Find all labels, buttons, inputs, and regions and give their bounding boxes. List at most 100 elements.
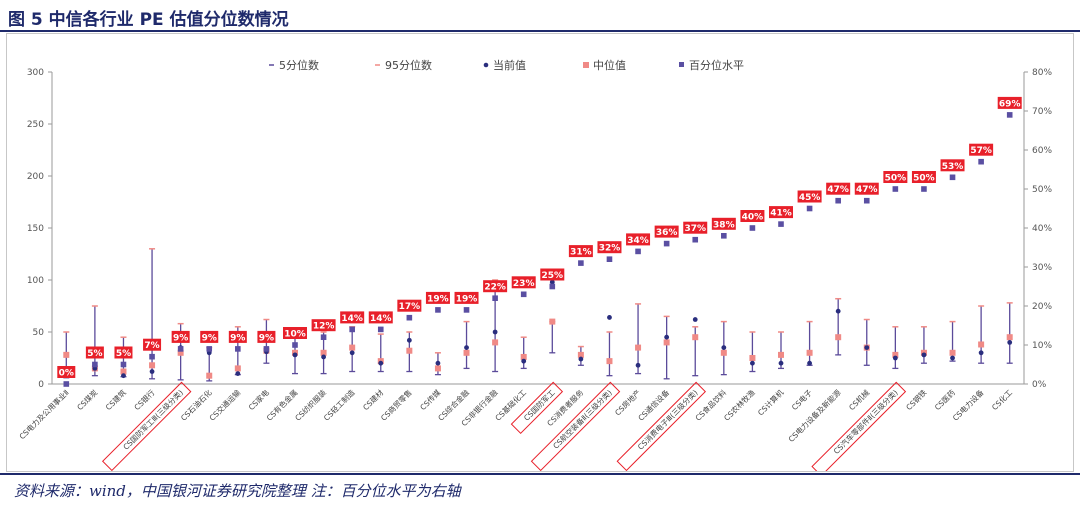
pct-label: 22% bbox=[484, 283, 506, 293]
median-mark bbox=[835, 334, 842, 341]
current-mark bbox=[321, 354, 326, 360]
pct-label: 45% bbox=[799, 193, 821, 203]
pct-label-bg bbox=[769, 206, 793, 219]
current-mark bbox=[978, 350, 984, 356]
legend-label: 5分位数 bbox=[279, 58, 319, 72]
category-label: CS商贸零售 bbox=[378, 387, 413, 422]
pct-label: 47% bbox=[856, 185, 878, 195]
category-label: CS轻工制造 bbox=[321, 387, 357, 423]
median-mark bbox=[806, 349, 813, 356]
legend-item: 当前值 bbox=[483, 58, 526, 72]
pct-label: 0% bbox=[59, 369, 74, 379]
pct-label-bg bbox=[143, 338, 162, 351]
pct-mark bbox=[892, 186, 899, 192]
current-mark bbox=[149, 369, 155, 374]
left-tick-label: 150 bbox=[27, 224, 44, 234]
category-label: CS交通运输 bbox=[207, 387, 243, 423]
pct-label: 9% bbox=[230, 333, 245, 343]
left-tick-label: 200 bbox=[27, 172, 44, 182]
pct-mark bbox=[663, 240, 670, 247]
current-mark bbox=[835, 308, 841, 314]
left-tick-label: 50 bbox=[33, 328, 45, 338]
pct-label: 9% bbox=[173, 333, 188, 343]
pct-mark bbox=[263, 346, 270, 352]
median-mark bbox=[692, 334, 699, 341]
legend-item: 百分位水平 bbox=[679, 58, 744, 72]
current-mark bbox=[950, 355, 955, 361]
current-mark bbox=[235, 371, 241, 376]
median-mark bbox=[492, 339, 499, 346]
pct-label-bg bbox=[797, 190, 822, 203]
pct-label: 14% bbox=[341, 314, 363, 324]
pct-label-bg bbox=[883, 171, 908, 183]
current-mark bbox=[807, 360, 812, 366]
pct-label-bg bbox=[597, 241, 622, 254]
pct-label: 37% bbox=[684, 224, 706, 234]
category-label: CS电力设备 bbox=[950, 387, 986, 423]
category-label: CS银行 bbox=[132, 387, 157, 412]
median-mark bbox=[406, 347, 413, 354]
pct-mark bbox=[949, 174, 956, 181]
pct-label: 53% bbox=[942, 162, 964, 172]
current-mark bbox=[549, 279, 555, 285]
pct-label-bg bbox=[57, 366, 76, 378]
pct-mark bbox=[377, 326, 384, 333]
pct-mark bbox=[292, 342, 298, 348]
median-mark bbox=[149, 362, 156, 369]
category-label: CS电子 bbox=[789, 387, 814, 412]
pct-label-bg bbox=[997, 96, 1022, 109]
current-mark bbox=[864, 345, 870, 350]
pct-mark bbox=[492, 295, 498, 301]
category-label: CS化工 bbox=[989, 387, 1014, 412]
pct-mark bbox=[320, 334, 327, 340]
pct-mark bbox=[606, 256, 613, 262]
category-label: CS传媒 bbox=[418, 387, 443, 412]
pct-label-bg bbox=[257, 330, 276, 343]
current-mark bbox=[121, 373, 126, 379]
pct-label: 17% bbox=[399, 302, 421, 312]
pct-mark bbox=[206, 346, 213, 352]
pct-label: 69% bbox=[999, 99, 1021, 109]
category-label: CS建材 bbox=[360, 387, 385, 412]
median-mark bbox=[206, 372, 213, 379]
pct-mark bbox=[578, 260, 584, 266]
category-label: CS家电 bbox=[246, 387, 271, 412]
left-tick-label: 250 bbox=[27, 120, 44, 130]
current-mark bbox=[664, 334, 670, 340]
pct-label-bg bbox=[826, 182, 851, 195]
pct-label-bg bbox=[969, 143, 994, 156]
pct-mark bbox=[978, 158, 984, 165]
source-note: 资料来源：wind，中国银河证券研究院整理 注：百分位水平为右轴 bbox=[14, 482, 461, 500]
current-mark bbox=[750, 360, 755, 366]
current-mark bbox=[607, 315, 612, 320]
pct-label: 10% bbox=[284, 330, 306, 340]
legend-label: 百分位水平 bbox=[689, 58, 744, 72]
category-label: CS煤炭 bbox=[75, 387, 100, 412]
category-label: CS房地产 bbox=[612, 387, 642, 417]
median-mark bbox=[549, 318, 556, 325]
pct-label: 25% bbox=[542, 271, 564, 281]
legend-marker-current bbox=[483, 62, 489, 68]
category-highlight-box bbox=[616, 381, 707, 472]
pct-label-bg bbox=[540, 268, 565, 281]
pct-mark bbox=[92, 361, 98, 368]
current-mark bbox=[1007, 340, 1013, 345]
pct-mark bbox=[778, 221, 784, 227]
pct-mark bbox=[435, 307, 441, 313]
right-tick-label: 10% bbox=[1032, 341, 1052, 351]
pct-mark bbox=[1006, 112, 1013, 118]
pct-label-bg bbox=[711, 217, 736, 230]
median-mark bbox=[320, 349, 327, 356]
right-tick-label: 40% bbox=[1032, 224, 1052, 234]
pct-label: 5% bbox=[116, 349, 131, 359]
legend-label: 95分位数 bbox=[385, 58, 432, 72]
pct-mark bbox=[749, 225, 756, 231]
pct-label: 36% bbox=[656, 228, 678, 238]
current-mark bbox=[635, 362, 641, 368]
current-mark bbox=[892, 355, 898, 361]
pct-label-bg bbox=[683, 221, 708, 234]
pct-label: 34% bbox=[627, 236, 649, 246]
pct-label-bg bbox=[397, 299, 422, 312]
current-mark bbox=[435, 360, 441, 366]
pct-label-bg bbox=[511, 276, 536, 289]
